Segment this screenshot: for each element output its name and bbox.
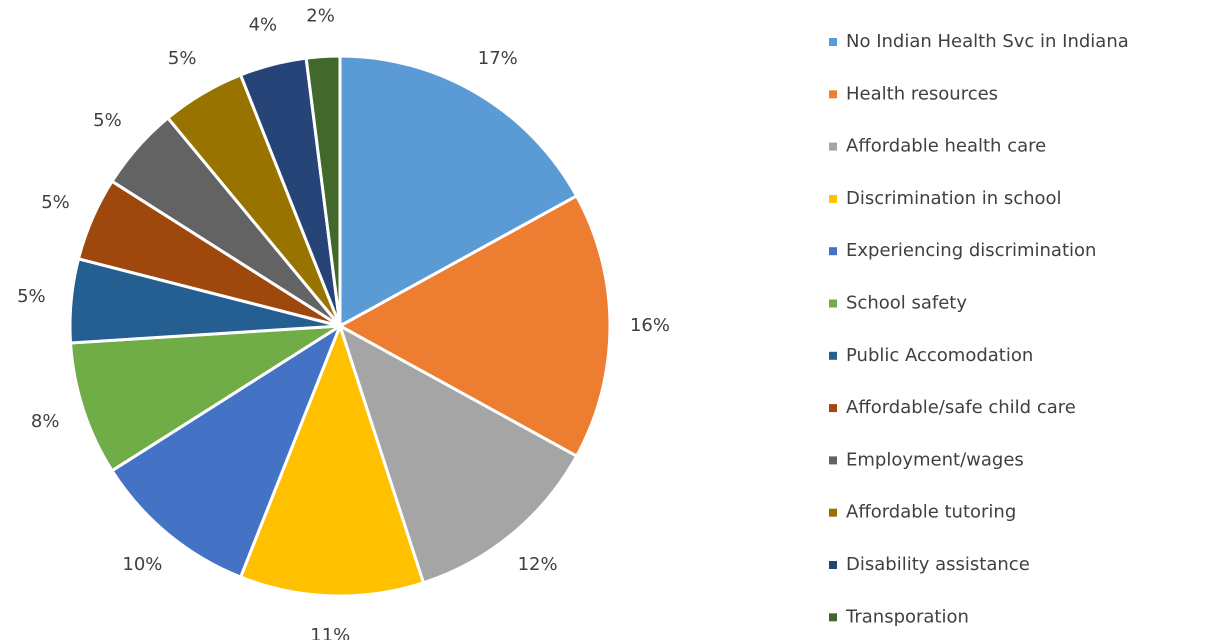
data-label: 17% [478, 48, 518, 69]
legend-label: Affordable health care [846, 136, 1046, 157]
data-label: 10% [122, 554, 162, 575]
data-label: 5% [93, 110, 122, 131]
data-label: 16% [630, 315, 670, 336]
pie-slice [304, 54, 342, 327]
pie-slice [336, 193, 612, 459]
legend-label: Health resources [846, 83, 998, 104]
legend-swatch [829, 142, 837, 151]
pie-slice [109, 322, 344, 579]
legend-swatch [829, 247, 837, 256]
legend-swatch [829, 351, 837, 360]
legend-label: Affordable tutoring [846, 502, 1016, 523]
legend-swatch [829, 90, 837, 99]
legend-label: Discrimination in school [846, 188, 1062, 209]
legend-swatch [829, 456, 837, 465]
data-label: 5% [168, 48, 197, 69]
legend-swatch [829, 38, 837, 46]
data-label: 4% [249, 15, 278, 36]
pie-slice [68, 324, 341, 473]
pie-slice [338, 54, 579, 329]
legend-label: Experiencing discrimination [846, 240, 1096, 261]
legend-label: School safety [846, 293, 967, 314]
legend-label: Public Accomodation [846, 345, 1033, 366]
pie-slice [238, 321, 426, 598]
legend-label: Disability assistance [846, 554, 1030, 575]
data-label: 11% [310, 625, 350, 640]
legend-swatch [829, 194, 837, 203]
legend-label: No Indian Health Svc in Indiana [846, 31, 1129, 52]
legend-swatch [829, 508, 837, 517]
pie-slice [337, 322, 579, 585]
data-label: 2% [306, 6, 335, 27]
data-label: 8% [31, 411, 60, 432]
legend-swatch [829, 299, 837, 308]
legend-label: Employment/wages [846, 449, 1024, 470]
data-label: 12% [518, 554, 558, 575]
legend-swatch [829, 613, 837, 622]
legend-swatch [829, 561, 837, 569]
legend-label: Transporation [845, 606, 969, 627]
data-label: 5% [17, 286, 46, 307]
data-label: 5% [41, 192, 70, 213]
legend-swatch [829, 404, 837, 413]
legend-label: Affordable/safe child care [846, 397, 1076, 418]
